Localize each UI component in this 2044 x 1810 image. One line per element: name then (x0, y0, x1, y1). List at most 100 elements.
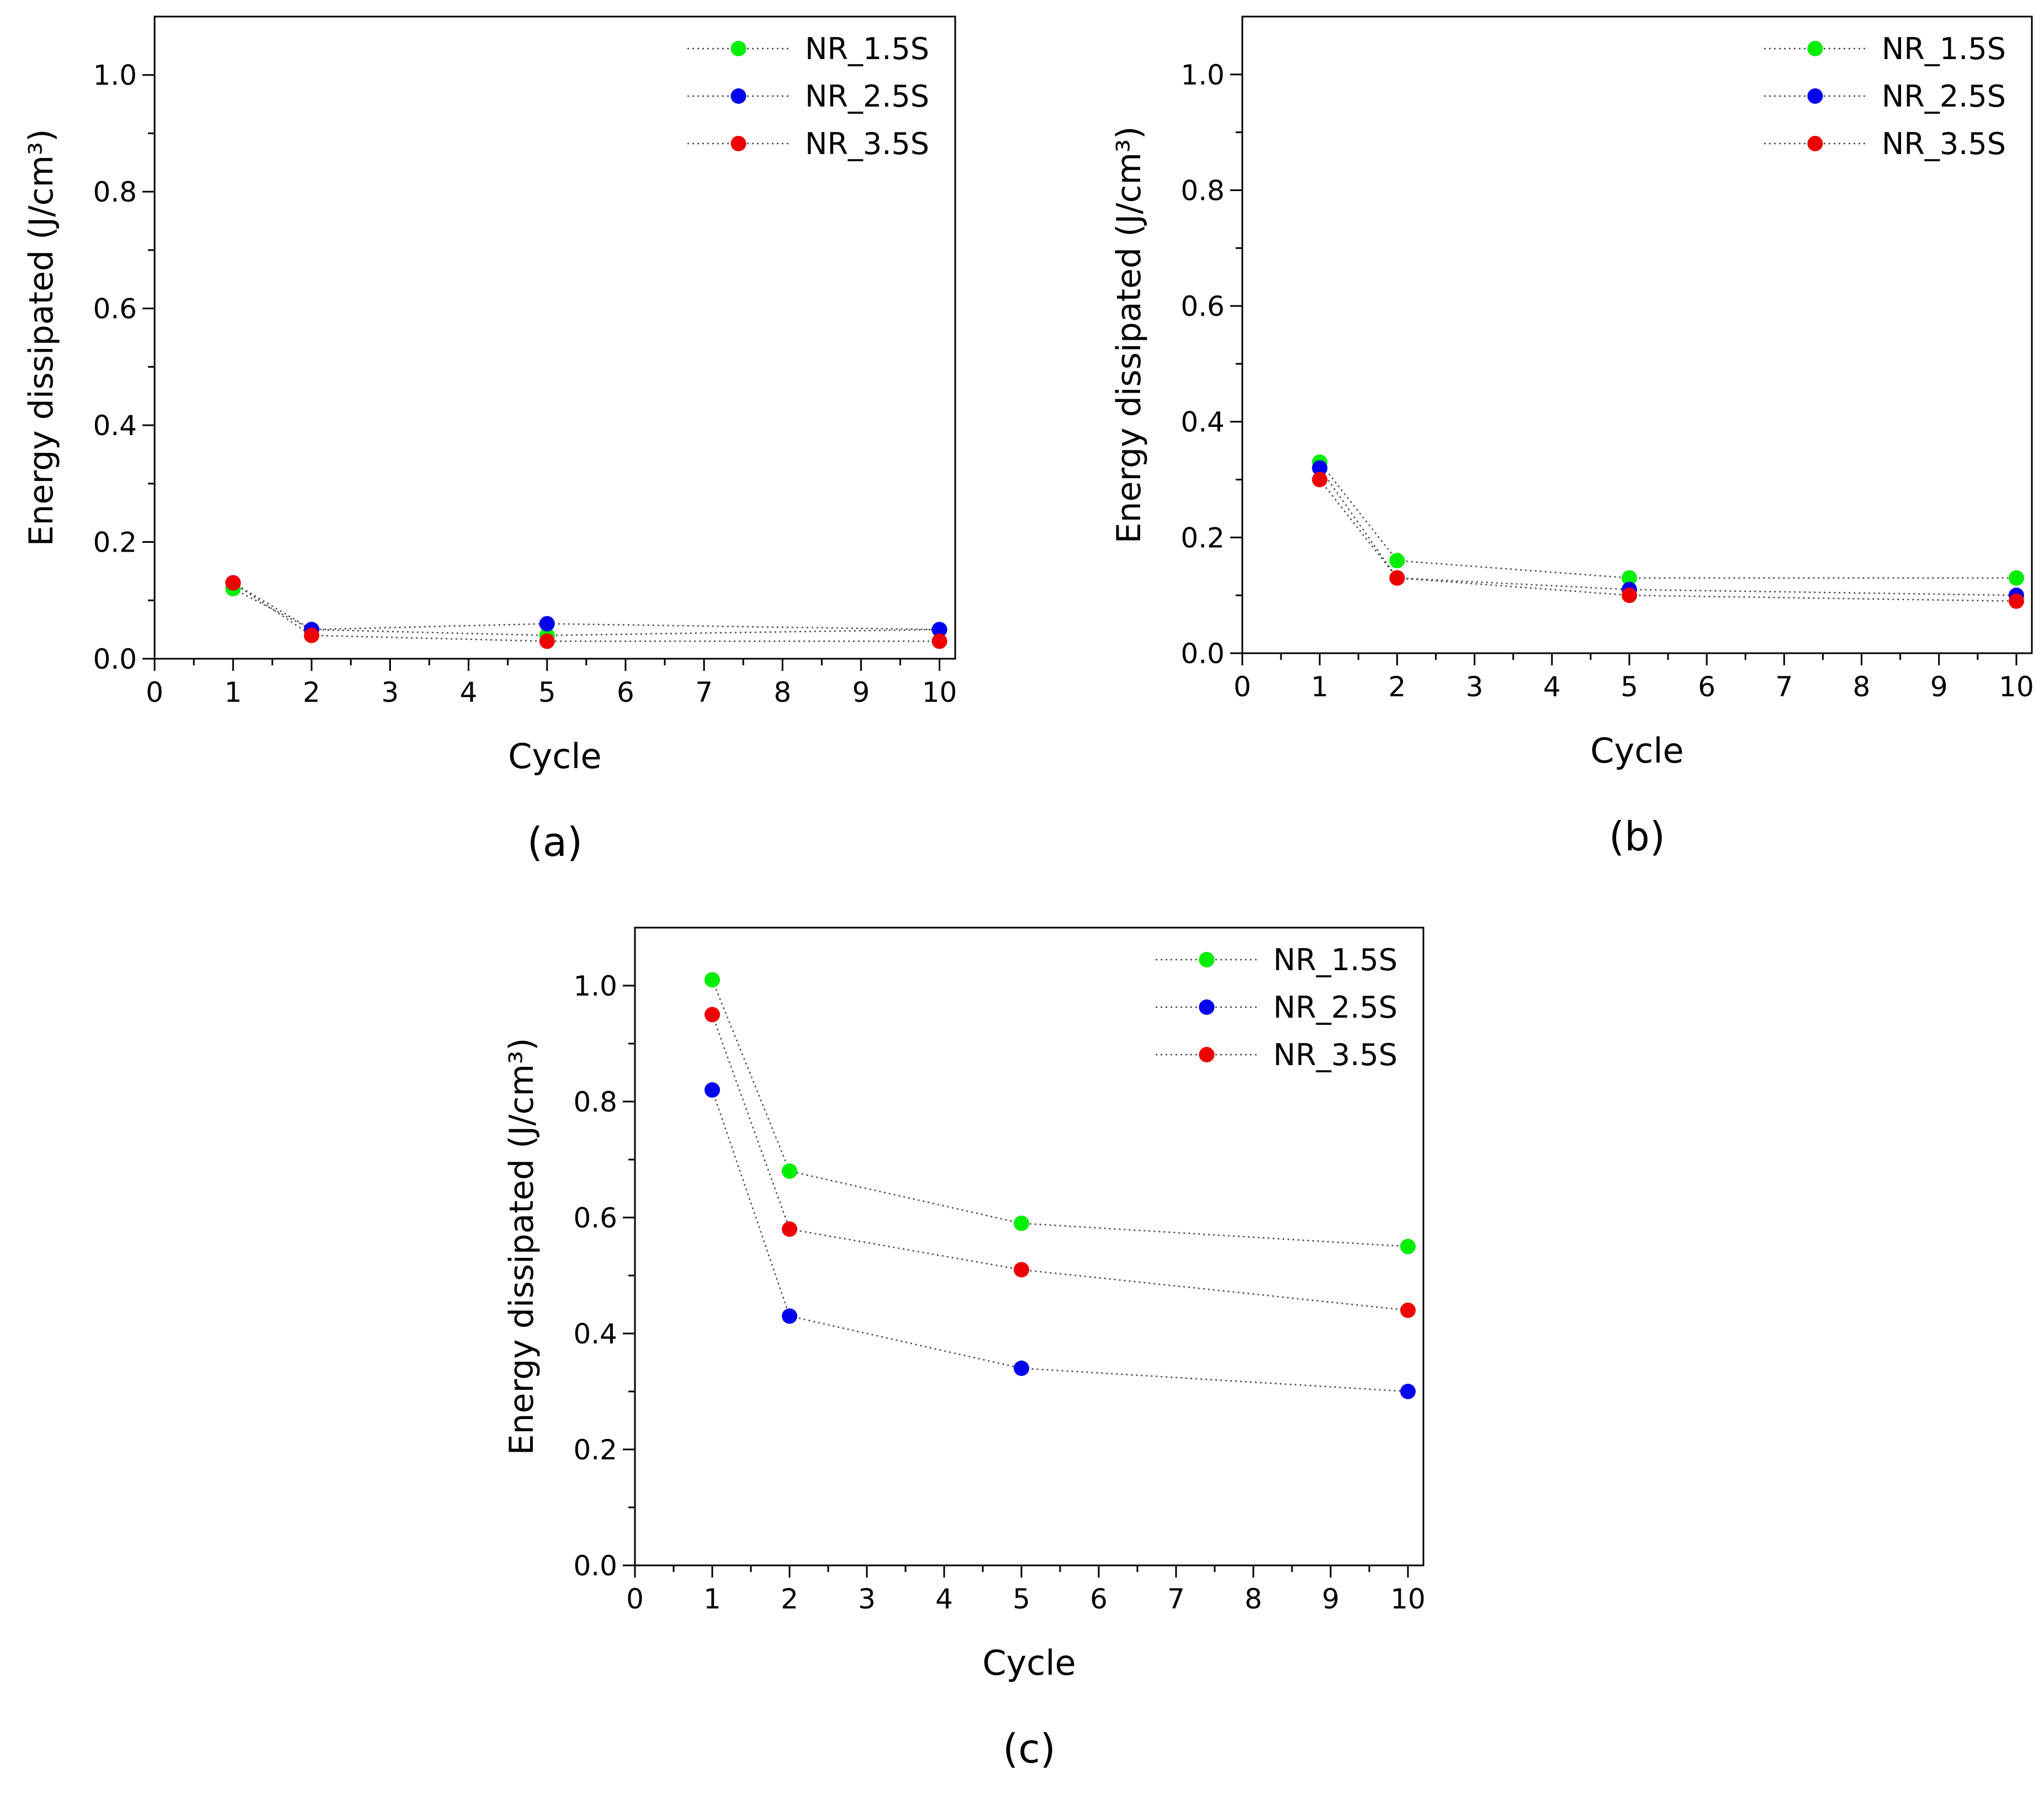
x-tick-label: 0 (626, 1583, 644, 1615)
x-tick-label: 2 (1388, 671, 1406, 703)
legend-label: NR_1.5S (1882, 31, 2006, 66)
y-tick-label: 0.2 (573, 1434, 617, 1466)
data-point (1621, 570, 1637, 586)
data-point (1014, 1361, 1029, 1376)
x-tick-label: 3 (858, 1583, 876, 1615)
y-tick-label: 1.0 (93, 60, 137, 92)
series-NR_3.5S (1312, 472, 2024, 609)
data-point (931, 622, 947, 638)
x-tick-label: 1 (703, 1583, 721, 1615)
x-tick-label: 1 (224, 676, 242, 708)
data-point (1014, 1215, 1029, 1231)
series-NR_1.5S (225, 581, 947, 643)
series-NR_1.5S (705, 972, 1416, 1255)
y-tick-label: 0.4 (573, 1318, 617, 1350)
x-tick-label: 3 (1466, 671, 1484, 703)
plot-frame (1241, 15, 2033, 654)
series-NR_3.5S (225, 575, 947, 649)
data-point (1389, 553, 1405, 569)
x-tick-label: 0 (1233, 671, 1251, 703)
series-line (232, 582, 940, 631)
legend-marker (1199, 952, 1215, 967)
y-tick-label: 0.0 (93, 643, 137, 675)
legend-label: NR_3.5S (1882, 126, 2006, 161)
data-point (931, 633, 947, 649)
legend-marker (1199, 1047, 1215, 1062)
data-point (2008, 593, 2024, 609)
legend: NR_1.5S NR_2.5S NR_3.5S (1764, 31, 2006, 161)
x-tick-label: 7 (1775, 671, 1793, 703)
x-tick-label: 9 (852, 676, 870, 708)
series-NR_3.5S (705, 1007, 1416, 1318)
y-tick-label: 0.4 (1180, 406, 1225, 438)
x-tick-label: 6 (1090, 1583, 1108, 1615)
data-point (1400, 1239, 1416, 1255)
x-tick-label: 5 (1621, 671, 1638, 703)
y-tick-label: 0.0 (1180, 638, 1225, 670)
series-NR_2.5S (225, 575, 947, 638)
x-tick-label: 5 (1013, 1583, 1030, 1615)
legend-marker (730, 88, 746, 104)
data-point (1389, 570, 1405, 586)
y-tick-label: 0.8 (573, 1086, 617, 1118)
y-tick-label: 0.6 (93, 293, 137, 325)
data-point (705, 972, 720, 988)
data-point (225, 575, 241, 591)
series-line (232, 588, 940, 636)
series-line (711, 1089, 1408, 1393)
data-point (782, 1163, 797, 1179)
x-tick-label: 4 (935, 1583, 953, 1615)
y-tick-label: 1.0 (1180, 59, 1225, 91)
y-tick-label: 0.2 (1180, 522, 1225, 554)
data-point (705, 1007, 720, 1023)
x-tick-label: 1 (1311, 671, 1328, 703)
x-tick-label: 9 (1322, 1583, 1339, 1615)
data-point (539, 633, 555, 649)
data-point (1400, 1303, 1416, 1318)
y-tick-label: 0.4 (93, 410, 137, 442)
data-point (782, 1221, 797, 1237)
y-tick-label: 0.8 (93, 176, 137, 208)
series-line (1319, 479, 2016, 602)
legend-label: NR_2.5S (805, 79, 929, 114)
x-tick-label: 9 (1930, 671, 1948, 703)
x-tick-label: 2 (781, 1583, 798, 1615)
plot-frame (634, 927, 1425, 1566)
series-NR_1.5S (1312, 454, 2024, 586)
legend-marker (1807, 88, 1823, 104)
y-axis-title: Energy dissipated (J/cm³) (1110, 126, 1148, 544)
y-axis-title: Energy dissipated (J/cm³) (22, 129, 61, 547)
panel-label: (c) (1003, 1726, 1056, 1772)
legend-marker (1807, 41, 1823, 56)
y-tick-label: 0.6 (573, 1202, 617, 1234)
x-tick-label: 0 (146, 676, 163, 708)
panel-c: 0 1 2 3 4 5 6 7 8 9 10 0.0 0.2 0.4 0.6 0.8 1.0 Cycle Energ… (502, 927, 1426, 1772)
legend-label: NR_2.5S (1273, 990, 1397, 1025)
legend: NR_1.5S NR_2.5S NR_3.5S (687, 31, 929, 161)
x-tick-label: 6 (1698, 671, 1715, 703)
legend-marker (730, 41, 746, 56)
x-tick-label: 7 (695, 676, 713, 708)
data-point (539, 616, 555, 632)
plot-frame (153, 15, 956, 660)
legend-label: NR_1.5S (805, 31, 929, 66)
data-point (1312, 460, 1328, 476)
x-tick-label: 3 (382, 676, 399, 708)
series-NR_2.5S (1312, 460, 2024, 604)
y-tick-label: 0.6 (1180, 290, 1225, 322)
legend-marker (730, 136, 746, 151)
legend: NR_1.5S NR_2.5S NR_3.5S (1156, 943, 1397, 1072)
legend-marker (1199, 999, 1215, 1015)
x-tick-label: 2 (303, 676, 320, 708)
y-tick-label: 1.0 (573, 970, 617, 1002)
series-line (711, 980, 1408, 1247)
data-point (2008, 570, 2024, 586)
legend-label: NR_2.5S (1882, 79, 2006, 114)
data-point (304, 627, 320, 643)
y-tick-label: 0.2 (93, 527, 137, 559)
panel-label: (b) (1609, 813, 1665, 860)
legend-label: NR_1.5S (1273, 943, 1397, 977)
x-tick-label: 10 (1999, 671, 2034, 703)
x-axis-title: Cycle (982, 1643, 1076, 1683)
